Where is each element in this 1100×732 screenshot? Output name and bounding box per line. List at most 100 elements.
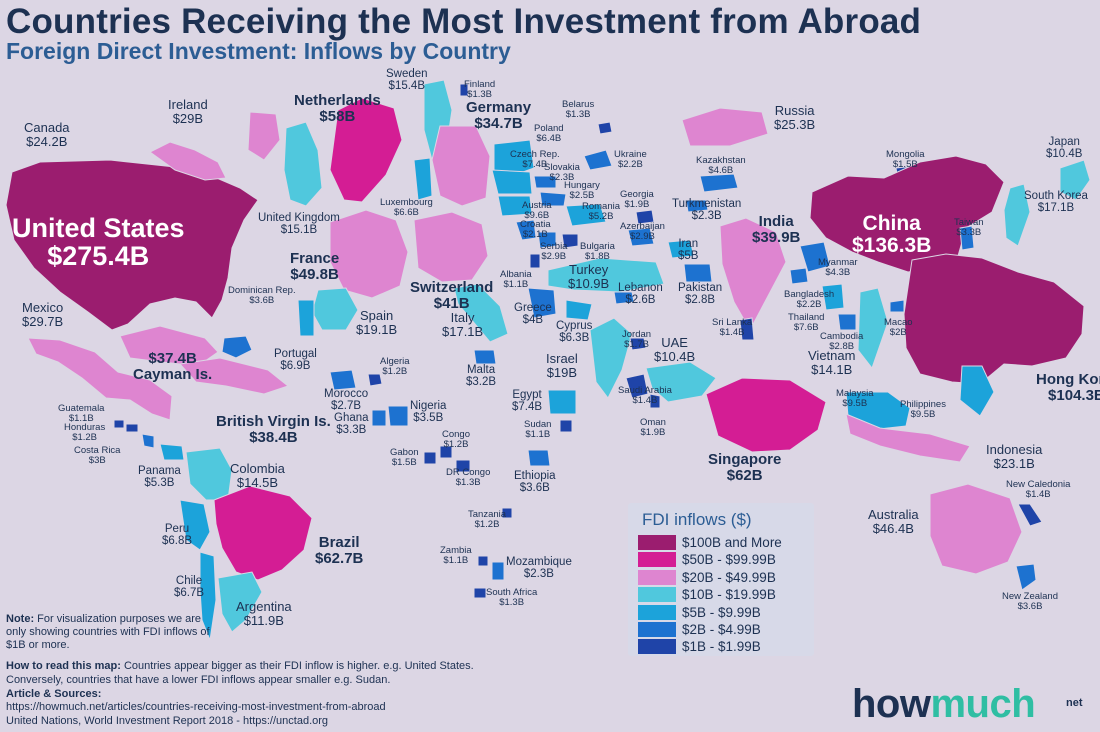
country-name-serbia: Serbia — [540, 241, 568, 252]
country-shape-sudan — [559, 419, 573, 433]
country-label-russia: Russia $25.3B — [774, 104, 815, 131]
country-shape-spain — [311, 287, 359, 331]
country-name-peru: Peru — [164, 523, 190, 535]
country-shape-serbia — [537, 231, 557, 249]
country-label-indonesia: Indonesia $23.1B — [986, 443, 1042, 470]
country-shape-hungary — [539, 191, 567, 207]
country-label-kazakhstan: Kazakhstan $4.6B — [696, 156, 746, 176]
how-to-read-text: Countries appear bigger as their FDI inf… — [6, 660, 474, 686]
country-label-pakistan: Pakistan $2.8B — [678, 282, 722, 306]
sources-line-1[interactable]: https://howmuch.net/articles/countries-r… — [6, 701, 386, 714]
country-shape-nigeria — [387, 405, 409, 427]
country-name-croatia: Croatia — [520, 219, 551, 230]
country-label-mozambique: Mozambique $2.3B — [506, 556, 572, 580]
legend-label: $100B and More — [682, 535, 782, 550]
country-label-ukraine: Ukraine $2.2B — [614, 150, 647, 170]
country-label-cambodia: Cambodia $2.8B — [820, 332, 863, 352]
country-value-slovakia: $2.3B — [549, 171, 575, 183]
country-shape-switzerland — [413, 211, 489, 283]
country-label-sweden: Sweden $15.4B — [386, 68, 428, 92]
country-label-british-virgin-is-: British Virgin Is. $38.4B — [216, 414, 331, 446]
legend-item: $20B - $49.99B — [638, 569, 776, 586]
country-value-dr-congo: $1.3B — [455, 476, 481, 488]
country-shape-israel — [589, 317, 633, 399]
country-shape-thailand — [821, 283, 845, 311]
country-value-chile: $6.7B — [174, 587, 205, 600]
country-value-finland: $1.3B — [467, 88, 492, 100]
country-shape-congo — [439, 445, 453, 459]
country-label-algeria: Algeria $1.2B — [380, 357, 410, 377]
country-value-hong-kong: $104.3B — [1048, 386, 1100, 404]
country-name-ghana: Ghana — [334, 412, 369, 424]
legend-swatch — [638, 552, 676, 568]
country-shape-brazil — [213, 485, 313, 581]
country-value-tanzania: $1.2B — [474, 518, 500, 530]
country-shape-jordan — [629, 337, 647, 351]
country-name-congo: Congo — [442, 429, 470, 440]
country-name-spain: Spain — [359, 308, 394, 323]
country-shape-malta — [473, 349, 497, 365]
country-label-turkey: Turkey $10.9B — [568, 263, 609, 290]
country-value-azerbaijan: $2.9B — [630, 230, 655, 242]
country-value-congo: $1.2B — [443, 438, 469, 450]
country-value-netherlands: $58B — [319, 107, 356, 125]
country-name-vietnam: Vietnam — [808, 348, 856, 363]
country-label-luxembourg: Luxembourg $6.6B — [380, 198, 433, 218]
country-shape-vietnam — [857, 287, 889, 370]
country-label-finland: Finland $1.3B — [464, 80, 495, 100]
country-name-bulgaria: Bulgaria — [580, 241, 615, 252]
country-label-myanmar: Myanmar $4.3B — [818, 258, 858, 278]
country-value-sudan: $1.1B — [525, 428, 551, 440]
country-shape-guatemala — [113, 419, 125, 429]
country-value-sri-lanka: $1.4B — [719, 326, 745, 338]
country-name-egypt: Egypt — [512, 389, 542, 401]
country-label-vietnam: Vietnam $14.1B — [808, 349, 855, 376]
legend-label: $20B - $49.99B — [682, 569, 776, 585]
country-name-malaysia: Malaysia — [836, 388, 874, 399]
country-shape-georgia — [635, 209, 655, 225]
country-shape-panama — [159, 443, 185, 461]
country-value-serbia: $2.9B — [541, 250, 567, 262]
country-label-singapore: Singapore $62B — [708, 452, 781, 484]
country-shape-mozambique — [491, 561, 505, 581]
country-value-malta: $3.2B — [466, 376, 497, 389]
country-label-netherlands: Netherlands $58B — [294, 93, 381, 125]
country-value-spain: $19.1B — [356, 321, 398, 337]
country-name-georgia: Georgia — [620, 189, 654, 200]
country-value-belarus: $1.3B — [565, 108, 591, 120]
country-shape-cyprus — [565, 299, 593, 321]
country-label-spain: Spain $19.1B — [356, 309, 397, 336]
country-shape-kazakhstan — [699, 173, 739, 193]
country-value-guatemala: $1.1B — [68, 412, 94, 424]
country-label-philippines: Philippines $9.5B — [900, 400, 946, 420]
country-label-chile: Chile $6.7B — [174, 575, 204, 599]
country-label-south-korea: South Korea $17.1B — [1024, 190, 1088, 214]
country-label-ireland: Ireland $29B — [168, 98, 208, 125]
legend-label: $2B - $4.99B — [682, 622, 761, 637]
country-name-bangladesh: Bangladesh — [784, 289, 835, 300]
country-value-algeria: $1.2B — [382, 365, 408, 377]
country-name-tanzania: Tanzania — [468, 509, 507, 520]
country-shape-macao — [889, 299, 905, 313]
country-value-croatia: $2.1B — [522, 228, 548, 240]
country-label-belarus: Belarus $1.3B — [562, 100, 594, 120]
country-shape-greece — [527, 287, 557, 319]
country-name-sweden: Sweden — [386, 68, 428, 80]
country-label-czech-rep-: Czech Rep. $7.4B — [510, 150, 560, 170]
country-shape-australia — [929, 483, 1023, 575]
country-shape-czech-rep- — [491, 169, 533, 195]
country-name-nigeria: Nigeria — [410, 400, 447, 412]
country-value-ireland: $29B — [172, 110, 204, 126]
country-shape-egypt — [547, 389, 577, 415]
legend-label: $5B - $9.99B — [682, 604, 761, 620]
country-shape-azerbaijan — [627, 227, 655, 247]
country-label-costa-rica: Costa Rica $3B — [74, 446, 120, 466]
country-shape-hong-kong — [903, 253, 1085, 385]
country-label-australia: Australia $46.4B — [868, 508, 919, 535]
country-name-colombia: Colombia — [230, 461, 285, 476]
country-label-india: India $39.9B — [752, 214, 800, 246]
country-name-turkey: Turkey — [568, 262, 609, 277]
country-value-british-virgin-is-: $38.4B — [249, 428, 298, 446]
country-name-albania: Albania — [500, 269, 532, 280]
legend-item: $2B - $4.99B — [638, 621, 761, 638]
